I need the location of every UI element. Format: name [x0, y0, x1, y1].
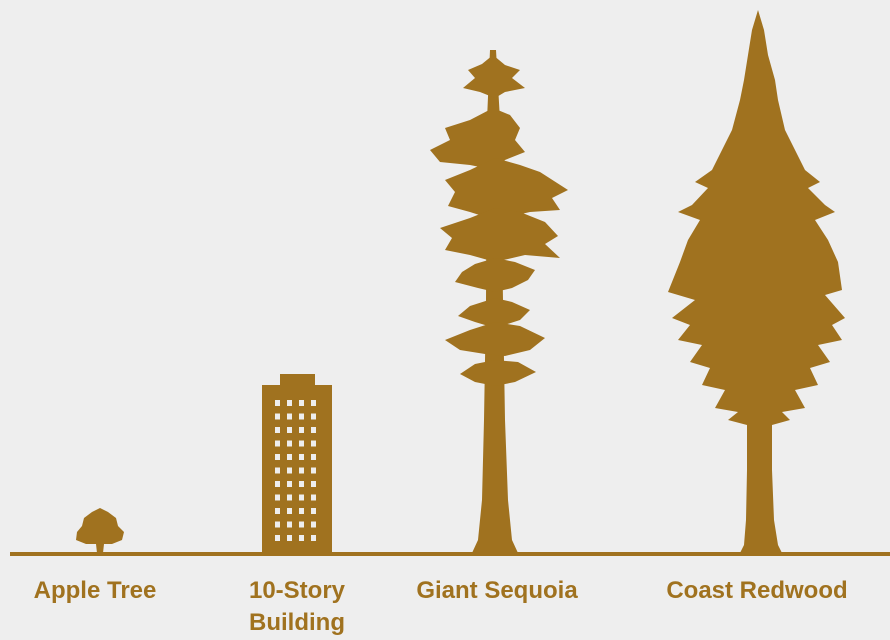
window — [299, 481, 304, 487]
window — [287, 535, 292, 541]
label: Apple Tree — [34, 577, 157, 604]
window — [311, 467, 316, 474]
window — [275, 508, 280, 514]
giant-sequoia — [430, 50, 568, 553]
label: Coast Redwood — [666, 577, 847, 604]
window — [275, 467, 280, 474]
window — [287, 508, 292, 514]
building-windows — [275, 400, 316, 541]
window — [311, 481, 316, 487]
label: Giant Sequoia — [416, 577, 578, 604]
building — [262, 374, 332, 553]
sequoia-tier — [440, 208, 560, 262]
label: Building — [249, 609, 345, 636]
apple-tree — [76, 508, 124, 553]
window — [311, 454, 316, 460]
window — [299, 440, 304, 447]
window — [299, 400, 304, 406]
label: 10-Story — [249, 577, 346, 604]
window — [311, 440, 316, 447]
window — [275, 494, 280, 501]
sequoia-tier — [460, 360, 536, 386]
window — [287, 454, 292, 460]
sequoia-tier — [458, 298, 530, 328]
window — [287, 481, 292, 487]
sequoia-tier — [455, 258, 535, 292]
window — [299, 427, 304, 433]
sequoia-tier — [445, 322, 545, 356]
window — [275, 400, 280, 406]
window — [275, 440, 280, 447]
window — [311, 535, 316, 541]
window — [275, 413, 280, 420]
window — [275, 454, 280, 460]
window — [299, 454, 304, 460]
sequoia-tier — [463, 55, 525, 98]
sequoia-tier — [445, 158, 568, 220]
window — [275, 535, 280, 541]
window — [287, 413, 292, 420]
window — [287, 427, 292, 433]
ground-line — [10, 552, 890, 556]
window — [287, 521, 292, 528]
window — [275, 521, 280, 528]
apple-tree-shape — [76, 508, 124, 553]
redwood-shape — [668, 10, 845, 553]
window — [299, 413, 304, 420]
building-body — [262, 385, 332, 553]
window — [311, 508, 316, 514]
window — [299, 521, 304, 528]
coast-redwood — [668, 10, 845, 553]
window — [275, 427, 280, 433]
building-top — [280, 374, 315, 388]
sequoia-tier — [430, 108, 525, 170]
window — [287, 400, 292, 406]
window — [311, 400, 316, 406]
window — [287, 467, 292, 474]
window — [299, 508, 304, 514]
window — [311, 427, 316, 433]
window — [299, 467, 304, 474]
window — [287, 440, 292, 447]
window — [311, 521, 316, 528]
window — [275, 481, 280, 487]
window — [299, 535, 304, 541]
window — [287, 494, 292, 501]
window — [311, 494, 316, 501]
window — [311, 413, 316, 420]
window — [299, 494, 304, 501]
